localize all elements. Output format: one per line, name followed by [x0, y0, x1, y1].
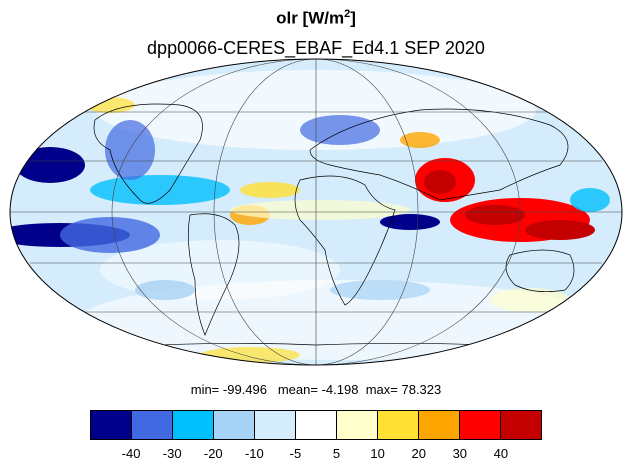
colorbar-segment — [296, 411, 337, 439]
colorbar-tick-label: -10 — [244, 446, 264, 461]
colorbar-tick-label: -40 — [121, 446, 141, 461]
colorbar-segment — [337, 411, 378, 439]
colorbar — [90, 410, 542, 440]
colorbar-tick-label: -20 — [203, 446, 223, 461]
colorbar-segment — [255, 411, 296, 439]
colorbar-tick-label: 30 — [452, 446, 468, 461]
colorbar-tick-label: 5 — [332, 446, 341, 461]
graticule — [10, 59, 622, 365]
colorbar-segment — [91, 411, 132, 439]
colorbar-tick-label: 20 — [411, 446, 426, 461]
north-america-coast — [93, 103, 203, 204]
colorbar-segment — [501, 411, 541, 439]
colorbar-ticks: -40 -30 -20 -10 -5 5 10 20 30 40 — [0, 446, 632, 464]
colorbar-segment — [214, 411, 255, 439]
australia-coast — [505, 249, 575, 292]
stats-line: min= -99.496 mean= -4.198 max= 78.323 — [190, 382, 442, 397]
colorbar-segment — [419, 411, 460, 439]
world-map — [9, 58, 623, 366]
map-border — [9, 58, 623, 366]
colorbar-segment — [173, 411, 214, 439]
africa-coast — [294, 175, 396, 306]
plot-subtitle: dpp0066-CERES_EBAF_Ed4.1 SEP 2020 — [147, 38, 485, 58]
colorbar-tick-label: 10 — [370, 446, 385, 461]
colorbar-tick-label: -30 — [162, 446, 182, 461]
plot-title: olr [W/m2] — [276, 8, 356, 28]
colorbar-tick-label: -5 — [289, 446, 302, 461]
colorbar-segment — [378, 411, 419, 439]
colorbar-tick-label: 40 — [493, 446, 509, 461]
colorbar-segment — [460, 411, 501, 439]
europe-asia-coast — [309, 108, 569, 201]
colorbar-segment — [132, 411, 173, 439]
